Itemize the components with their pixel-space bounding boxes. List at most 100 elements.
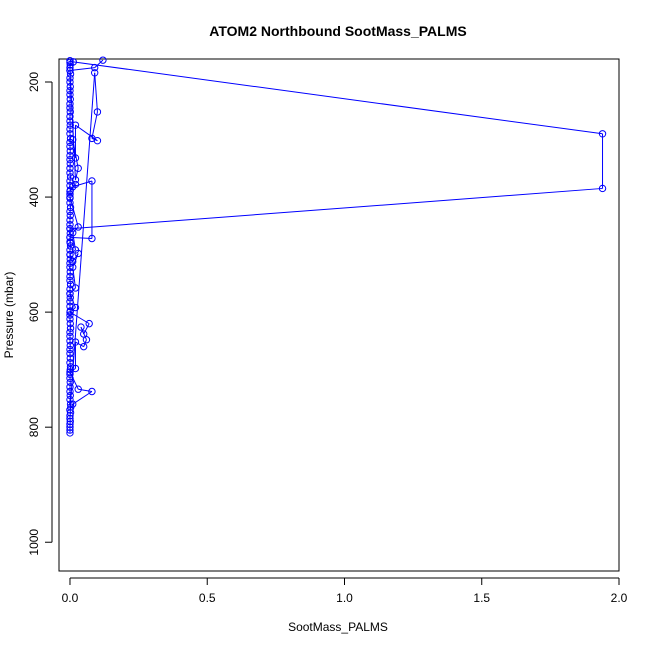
- data-point: [66, 363, 75, 371]
- data-point: [74, 223, 82, 231]
- data-point: [66, 280, 75, 289]
- data-point: [66, 429, 74, 437]
- data-point: [66, 203, 75, 212]
- series-line-segment: [80, 326, 87, 340]
- data-point: [66, 302, 74, 311]
- data-point: [66, 220, 74, 229]
- data-point: [66, 86, 74, 95]
- data-point: [80, 342, 88, 351]
- data-point: [66, 383, 74, 391]
- data-point: [66, 66, 74, 75]
- data-point: [66, 272, 74, 281]
- data-point: [71, 338, 80, 346]
- data-point: [66, 147, 74, 155]
- data-point: [66, 345, 74, 354]
- data-point: [69, 135, 77, 144]
- data-point: [66, 255, 74, 263]
- data-point: [77, 323, 85, 331]
- data-point: [66, 417, 74, 426]
- data-point: [66, 406, 74, 414]
- data-point: [74, 164, 82, 173]
- data-point: [71, 180, 80, 189]
- data-point: [66, 95, 74, 103]
- y-axis-label: Pressure (mbar): [2, 272, 16, 359]
- x-axis-label: SootMass_PALMS: [288, 620, 388, 634]
- data-point: [66, 409, 75, 417]
- data-point: [66, 349, 74, 358]
- data-point: [66, 242, 75, 250]
- data-point: [66, 216, 74, 224]
- data-point: [66, 78, 74, 86]
- data-point: [66, 285, 74, 293]
- data-point: [66, 368, 74, 376]
- series-line-segment: [75, 124, 98, 142]
- data-point: [66, 187, 74, 196]
- x-axis: 0.0 0.5 1.0 1.5 2.0: [62, 577, 628, 605]
- x-tick-label: 0.5: [199, 591, 216, 605]
- chart-title: ATOM2 Northbound SootMass_PALMS: [209, 23, 466, 39]
- data-point: [82, 336, 91, 344]
- data-point: [66, 250, 74, 259]
- y-tick-label: 800: [27, 417, 41, 437]
- data-point: [66, 90, 74, 99]
- data-point: [66, 199, 74, 207]
- data-point: [69, 400, 77, 408]
- data-point: [71, 121, 80, 129]
- data-point: [66, 239, 74, 247]
- data-point: [90, 63, 99, 72]
- data-point: [71, 284, 80, 292]
- x-tick-label: 2.0: [611, 591, 628, 605]
- data-point: [66, 121, 74, 129]
- data-point: [71, 303, 80, 312]
- y-tick-label: 200: [27, 72, 41, 92]
- data-point: [66, 177, 74, 185]
- data-point: [66, 311, 74, 319]
- data-point: [66, 365, 74, 374]
- data-point: [66, 82, 74, 91]
- data-point: [99, 56, 107, 64]
- data-point: [66, 164, 74, 173]
- data-point: [66, 332, 74, 340]
- data-point: [66, 100, 74, 108]
- data-point: [71, 176, 80, 184]
- data-point: [93, 136, 102, 145]
- y-tick-label: 600: [27, 302, 41, 322]
- data-point: [66, 400, 75, 408]
- data-point: [598, 184, 607, 193]
- series-line-segment: [69, 284, 72, 290]
- data-point: [74, 385, 82, 393]
- data-point: [66, 57, 74, 65]
- data-point: [90, 69, 99, 77]
- series-line-segment: [69, 67, 95, 72]
- data-point: [66, 324, 75, 332]
- data-point: [66, 246, 74, 254]
- series-line-segment: [75, 341, 84, 348]
- x-tick-label: 1.0: [336, 591, 353, 605]
- data-point: [66, 211, 74, 220]
- series-line-segment: [83, 339, 87, 347]
- data-point: [66, 411, 74, 420]
- series-line-segment: [73, 61, 603, 135]
- data-point: [66, 378, 74, 387]
- data-point: [66, 298, 74, 306]
- data-point: [69, 229, 77, 237]
- data-point: [66, 104, 74, 112]
- data-point: [66, 276, 74, 285]
- data-point: [66, 142, 74, 151]
- data-point: [66, 354, 74, 362]
- data-point: [69, 257, 77, 266]
- data-point: [66, 328, 74, 336]
- data-point: [66, 414, 74, 423]
- data-point: [66, 308, 74, 316]
- series-line-segment: [69, 72, 96, 410]
- data-point: [598, 130, 607, 138]
- data-point: [80, 330, 88, 338]
- data-point: [66, 160, 74, 168]
- data-point: [66, 74, 74, 82]
- series-line-segment: [72, 226, 79, 234]
- data-point: [66, 112, 74, 121]
- data-point: [88, 234, 96, 243]
- data-point: [93, 108, 102, 116]
- data-point: [66, 341, 74, 350]
